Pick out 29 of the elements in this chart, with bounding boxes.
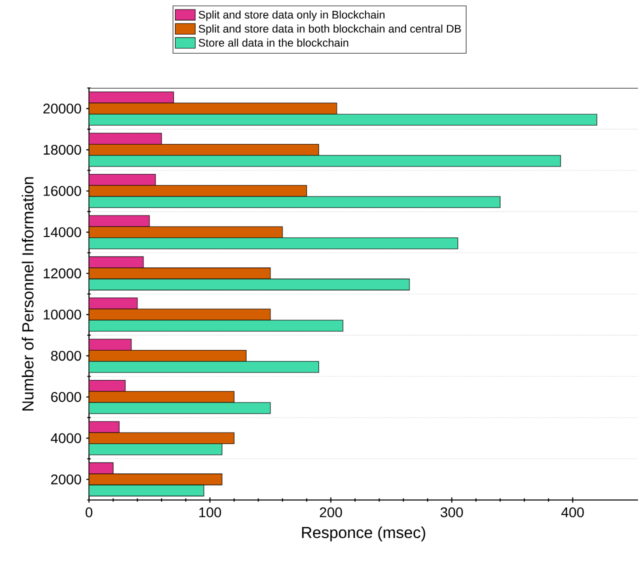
legend-label: Split and store data only in Blockchain [198, 10, 384, 21]
bar [89, 443, 222, 456]
legend-label: Split and store data in both blockchain and central DB [198, 24, 461, 35]
bar [89, 155, 561, 167]
bar [89, 320, 344, 332]
y-axis-title: Number of Personnel Information [22, 177, 34, 410]
legend-label: Store all data in the blockchain [198, 38, 348, 47]
bar [89, 361, 320, 373]
x-tick-label: 300 [440, 507, 463, 518]
x-tick-label: 0 [86, 507, 92, 518]
y-tick-label: 14000 [44, 227, 82, 238]
bar [89, 402, 271, 414]
bar [89, 237, 458, 250]
bar [89, 196, 500, 208]
bar [89, 278, 410, 290]
y-tick-label: 12000 [44, 268, 82, 278]
bar [89, 114, 598, 126]
y-tick-label: 16000 [44, 186, 82, 196]
x-tick-label: 200 [320, 507, 342, 518]
x-tick-label: 100 [199, 507, 222, 518]
y-tick-label: 10000 [44, 310, 82, 320]
y-tick-label: 6000 [51, 392, 82, 402]
y-tick-label: 2000 [51, 474, 82, 484]
y-tick-label: 8000 [51, 350, 82, 361]
y-tick-label: 18000 [44, 144, 82, 155]
y-tick-label: 4000 [50, 433, 82, 444]
x-tick-label: 400 [561, 507, 584, 518]
y-tick-label: 20000 [43, 104, 82, 114]
x-axis-title: Responce (msec) [302, 526, 426, 542]
